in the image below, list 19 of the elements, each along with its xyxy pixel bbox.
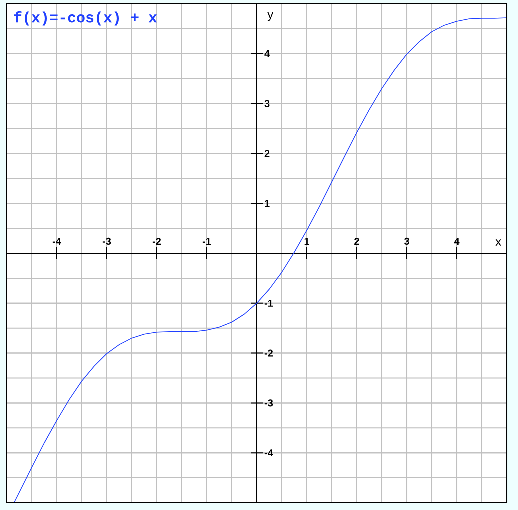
x-tick-label: -4 bbox=[52, 238, 62, 245]
y-tick-label: 2 bbox=[264, 150, 270, 158]
y-tick-label: 1 bbox=[265, 200, 270, 208]
y-tick-label: 4 bbox=[264, 50, 270, 58]
x-tick-label: -3 bbox=[102, 238, 112, 245]
x-axis-title: x bbox=[496, 240, 502, 246]
x-tick-label: -1 bbox=[202, 238, 212, 245]
y-tick-label: -4 bbox=[264, 450, 274, 457]
x-tick-label: 3 bbox=[404, 238, 410, 245]
x-tick-label: 1 bbox=[304, 238, 310, 245]
x-tick-label: 4 bbox=[454, 238, 460, 245]
y-tick-label: -2 bbox=[264, 350, 274, 357]
x-tick-label: -2 bbox=[152, 238, 162, 245]
y-axis-title: y bbox=[268, 12, 274, 22]
y-tick-label: -3 bbox=[264, 400, 274, 407]
x-tick-label: 2 bbox=[354, 238, 360, 245]
y-tick-label: 3 bbox=[264, 100, 270, 108]
y-tick-label: -1 bbox=[264, 300, 274, 307]
chart-title: f(x)=-cos(x) + x bbox=[14, 12, 158, 26]
